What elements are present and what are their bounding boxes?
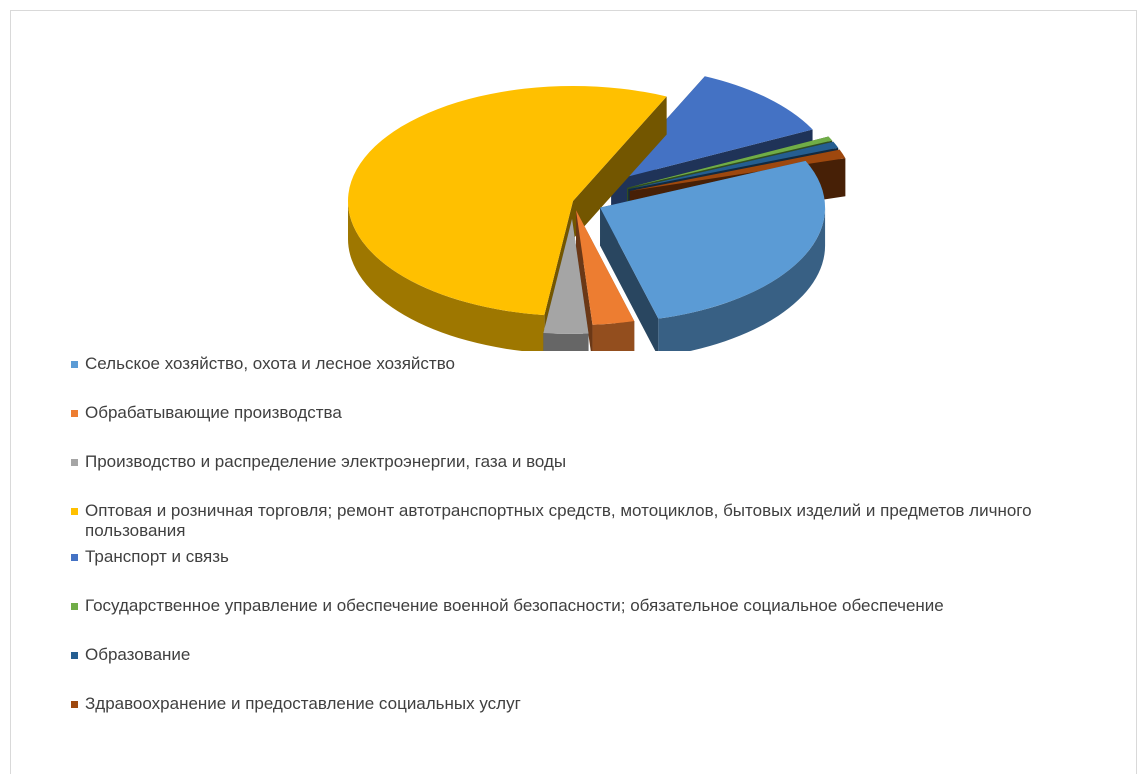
legend-item-6: Государственное управление и обеспечение…: [71, 596, 1131, 616]
legend-item-5: Транспорт и связь: [71, 547, 1131, 567]
legend-swatch-5: [71, 554, 78, 561]
legend-label-8: Здравоохранение и предоставление социаль…: [85, 694, 521, 713]
legend-label-7: Образование: [85, 645, 191, 664]
legend-item-1: Сельское хозяйство, охота и лесное хозяй…: [71, 354, 1131, 374]
legend-label-5: Транспорт и связь: [85, 547, 229, 566]
pie-slice-4-side-1: [348, 201, 545, 351]
pie-slice-7-top: [628, 141, 839, 190]
legend: Сельское хозяйство, охота и лесное хозяй…: [71, 354, 1131, 714]
legend-label-6: Государственное управление и обеспечение…: [85, 596, 944, 615]
pie-slice-8-top: [629, 149, 846, 192]
legend-item-7: Образование: [71, 645, 1131, 665]
pie-slice-1-top: [600, 160, 826, 319]
legend-swatch-7: [71, 652, 78, 659]
pie-slice-2: [576, 210, 635, 351]
pie-slice-2-side-1: [592, 321, 635, 351]
pie-slice-3-top: [543, 218, 589, 334]
legend-label-2: Обрабатывающие производства: [85, 403, 342, 422]
pie-slice-1: [600, 160, 826, 351]
legend-item-3: Производство и распределение электроэнер…: [71, 452, 1131, 472]
pie-slice-1-wall-2: [600, 207, 659, 351]
legend-swatch-8: [71, 701, 78, 708]
pie-chart: [347, 76, 846, 351]
pie-slice-3-side-1: [543, 332, 589, 351]
legend-swatch-6: [71, 603, 78, 610]
legend-label-1: Сельское хозяйство, охота и лесное хозяй…: [85, 354, 455, 373]
pie-slice-2-top: [576, 210, 635, 325]
legend-item-8: Здравоохранение и предоставление социаль…: [71, 694, 1131, 714]
legend-label-4: Оптовая и розничная торговля; ремонт авт…: [85, 501, 1032, 540]
pie-slice-6-top: [627, 136, 833, 188]
pie-slice-4-wall-2: [573, 96, 667, 239]
legend-swatch-1: [71, 361, 78, 368]
legend-swatch-2: [71, 410, 78, 417]
pie-slice-5-top: [611, 76, 813, 181]
legend-item-4: Оптовая и розничная торговля; ремонт авт…: [71, 501, 1131, 541]
pie-slice-1-side-1: [658, 207, 826, 351]
pie-slice-2-wall-2: [576, 210, 593, 351]
pie-slice-4-top: [347, 85, 667, 316]
legend-swatch-4: [71, 508, 78, 515]
legend-swatch-3: [71, 459, 78, 466]
legend-item-2: Обрабатывающие производства: [71, 403, 1131, 423]
pie-slice-3: [543, 218, 589, 351]
chart-area: Сельское хозяйство, охота и лесное хозяй…: [10, 10, 1137, 774]
legend-label-3: Производство и распределение электроэнер…: [85, 452, 567, 471]
